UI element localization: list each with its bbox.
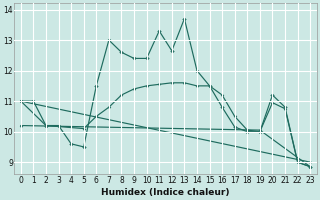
X-axis label: Humidex (Indice chaleur): Humidex (Indice chaleur) xyxy=(101,188,230,197)
